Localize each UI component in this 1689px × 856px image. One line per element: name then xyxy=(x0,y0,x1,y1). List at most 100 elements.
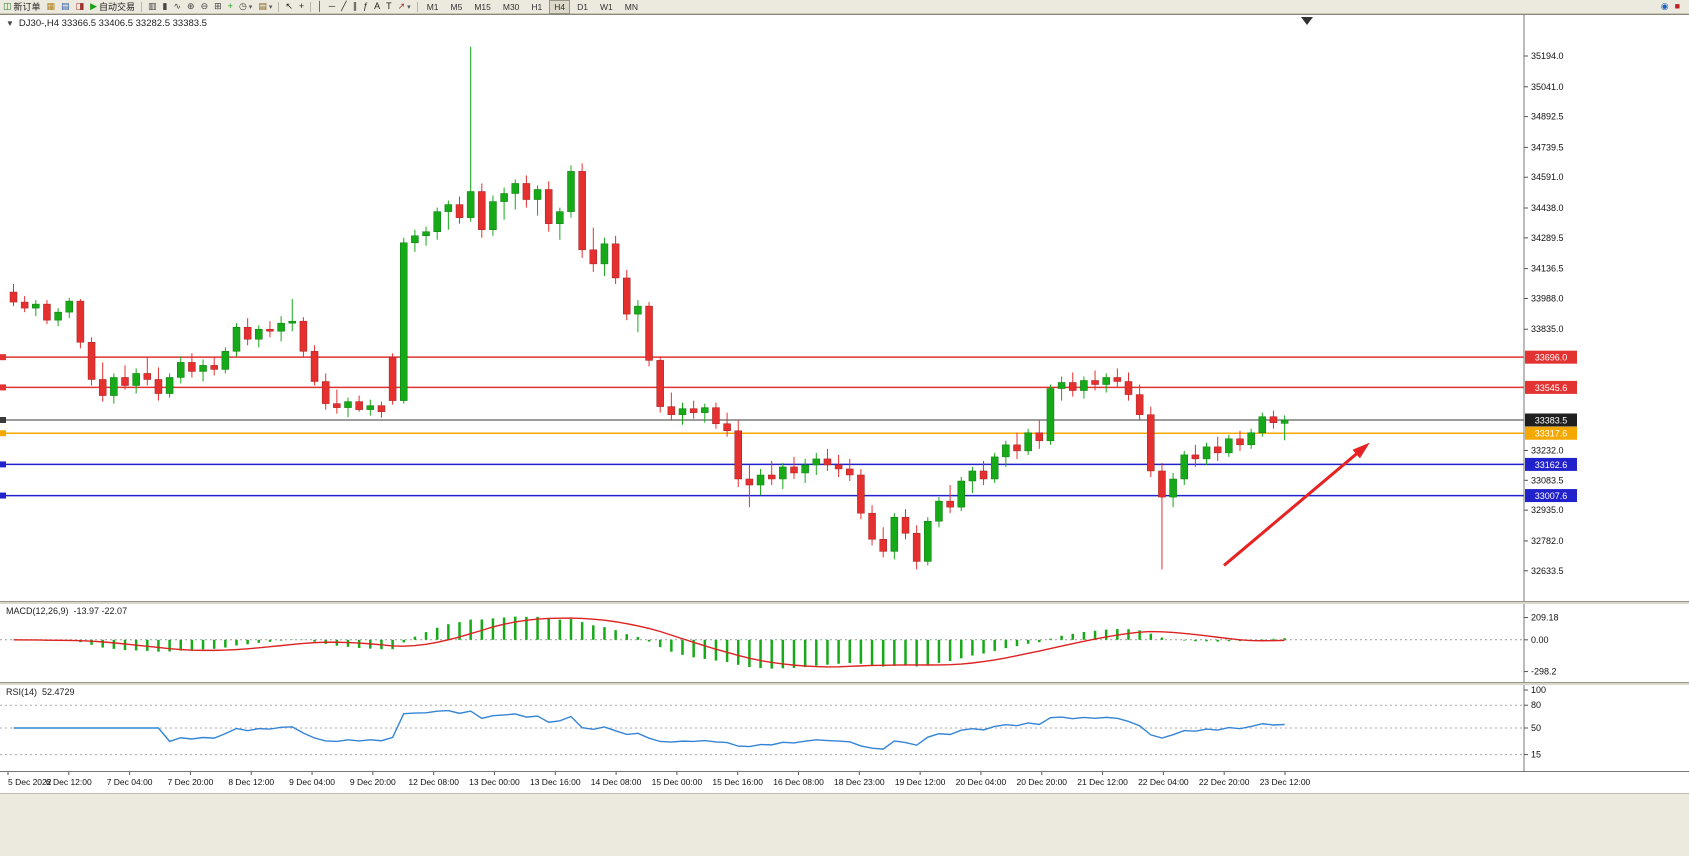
auto-trading-button-label: 自动交易 xyxy=(99,2,136,12)
toolbar-left-group: ◫ 新订单 ▦ ▤ ◨ ▶ 自动交易 ▥ ▮ ∿ ⊕ ⊖ ⊞ + ◷ ▾ ▤ ▾ ↖ + │ ─ ╱ ∥ ƒ A T ↗ ▾ xyxy=(0,0,421,14)
svg-text:13 Dec 00:00: 13 Dec 00:00 xyxy=(469,777,520,787)
svg-text:33162.6: 33162.6 xyxy=(1535,460,1568,470)
zoom-in-icon: ⊕ xyxy=(187,1,195,11)
timeframe-h1-button[interactable]: H1 xyxy=(531,1,543,12)
horizontal-line-icon: ─ xyxy=(328,1,336,11)
toolbar: ◫ 新订单 ▦ ▤ ◨ ▶ 自动交易 ▥ ▮ ∿ ⊕ ⊖ ⊞ + ◷ ▾ ▤ ▾ ↖ + │ ─ ╱ ∥ ƒ A T ↗ ▾ M1 M5 M… xyxy=(0,0,1689,14)
new-order-button[interactable]: ◫ 新订单 xyxy=(0,0,44,13)
svg-text:33007.6: 33007.6 xyxy=(1535,491,1568,501)
trendline-button[interactable]: ╱ xyxy=(338,0,349,13)
text-button[interactable]: A xyxy=(371,0,383,13)
crosshair-icon: + xyxy=(298,1,305,11)
rsi-name: RSI(14) xyxy=(6,687,38,697)
macd-indicator-label: MACD(12,26,9) -13.97 -22.07 xyxy=(6,606,127,616)
svg-text:-298.2: -298.2 xyxy=(1531,667,1557,677)
timeframe-d1-button[interactable]: D1 xyxy=(577,1,589,12)
timeframe-m1-button[interactable]: M1 xyxy=(426,1,439,12)
toolbar-separator xyxy=(310,1,312,12)
timeframe-h4-button[interactable]: H4 xyxy=(549,0,571,14)
svg-text:209.18: 209.18 xyxy=(1531,613,1559,623)
macd-values: -13.97 -22.07 xyxy=(73,606,128,616)
panel-splitter[interactable] xyxy=(0,682,1689,685)
profiles-icon: ▤ xyxy=(61,1,70,11)
svg-text:16 Dec 08:00: 16 Dec 08:00 xyxy=(773,777,824,787)
cursor-button[interactable]: ↖ xyxy=(282,0,296,13)
period-button[interactable]: ◷ ▾ xyxy=(236,0,255,13)
toolbar-separator xyxy=(416,1,418,12)
tile-windows-button[interactable]: ⊞ xyxy=(211,0,225,13)
macd-panel-canvas[interactable]: 209.18 0.00 -298.2 xyxy=(0,604,1689,682)
crosshair-button[interactable]: + xyxy=(296,0,307,13)
news-icon: ■ xyxy=(1674,1,1680,11)
svg-text:22 Dec 04:00: 22 Dec 04:00 xyxy=(1138,777,1189,787)
arrows-button[interactable]: ↗ ▾ xyxy=(395,0,414,13)
svg-text:20 Dec 20:00: 20 Dec 20:00 xyxy=(1016,777,1067,787)
panel-splitter[interactable] xyxy=(0,601,1689,604)
svg-text:20 Dec 04:00: 20 Dec 04:00 xyxy=(956,777,1007,787)
svg-text:33835.0: 33835.0 xyxy=(1531,324,1564,334)
new-chart-button[interactable]: ▦ xyxy=(44,0,59,13)
svg-text:33988.0: 33988.0 xyxy=(1531,293,1564,303)
profiles-button[interactable]: ▤ xyxy=(58,0,73,13)
arrow-tool-icon: ↗ xyxy=(397,1,406,11)
svg-text:80: 80 xyxy=(1531,700,1541,710)
timeframe-m15-button[interactable]: M15 xyxy=(474,1,491,12)
main-chart-canvas[interactable]: 35194.0 35041.0 34892.5 34739.5 34591.0 34438… xyxy=(0,15,1689,601)
line-chart-button[interactable]: ∿ xyxy=(170,0,184,13)
svg-text:14 Dec 08:00: 14 Dec 08:00 xyxy=(591,777,642,787)
zoom-in-button[interactable]: ⊕ xyxy=(184,0,198,13)
svg-text:33317.6: 33317.6 xyxy=(1535,429,1568,439)
window-bottom-area xyxy=(0,793,1689,856)
market-watch-button[interactable]: ◨ xyxy=(73,0,88,13)
svg-text:6 Dec 12:00: 6 Dec 12:00 xyxy=(46,777,92,787)
svg-text:34892.5: 34892.5 xyxy=(1531,112,1564,122)
vertical-line-button[interactable]: │ xyxy=(314,0,326,13)
chart-window[interactable]: 35194.0 35041.0 34892.5 34739.5 34591.0 34438… xyxy=(0,14,1689,856)
zoom-out-button[interactable]: ⊖ xyxy=(198,0,212,13)
svg-text:15: 15 xyxy=(1531,750,1541,760)
templates-button[interactable]: ▤ ▾ xyxy=(255,0,275,13)
chart-header: ▼ DJ30-,H4 33366.5 33406.5 33282.5 33383… xyxy=(6,18,207,29)
svg-text:32633.5: 32633.5 xyxy=(1531,566,1564,576)
svg-text:33545.6: 33545.6 xyxy=(1535,383,1568,393)
timeframe-m30-button[interactable]: M30 xyxy=(502,1,520,12)
svg-text:8 Dec 12:00: 8 Dec 12:00 xyxy=(228,777,274,787)
clock-icon: ◷ xyxy=(238,1,247,11)
svg-text:34438.0: 34438.0 xyxy=(1531,203,1564,213)
svg-text:35194.0: 35194.0 xyxy=(1531,51,1564,61)
timeframe-bar: M1 M5 M15 M30 H1 H4 D1 W1 MN xyxy=(421,0,644,14)
horizontal-line-button[interactable]: ─ xyxy=(326,0,338,13)
svg-text:100: 100 xyxy=(1531,685,1546,695)
auto-trading-button[interactable]: ▶ 自动交易 xyxy=(87,0,138,13)
rsi-panel-canvas[interactable]: 100 80 50 15 xyxy=(0,685,1689,771)
svg-text:21 Dec 12:00: 21 Dec 12:00 xyxy=(1077,777,1128,787)
fibonacci-icon: ƒ xyxy=(363,1,369,11)
dropdown-caret-icon: ▾ xyxy=(268,3,273,11)
cursor-icon: ↖ xyxy=(285,1,293,11)
svg-text:22 Dec 20:00: 22 Dec 20:00 xyxy=(1199,777,1250,787)
rsi-indicator-label: RSI(14) 52.4729 xyxy=(6,687,75,697)
timeframe-m5-button[interactable]: M5 xyxy=(450,1,463,12)
community-button[interactable]: ◉ xyxy=(1658,0,1672,13)
svg-text:33232.0: 33232.0 xyxy=(1531,445,1564,455)
label-button[interactable]: T xyxy=(383,0,395,13)
timeframe-mn-button[interactable]: MN xyxy=(624,1,639,12)
symbol-ohlc-text: DJ30-,H4 33366.5 33406.5 33282.5 33383.5 xyxy=(18,18,207,29)
news-button[interactable]: ■ xyxy=(1672,0,1683,13)
channel-button[interactable]: ∥ xyxy=(350,0,361,13)
one-click-trading-collapse-icon[interactable]: ▼ xyxy=(6,19,14,28)
svg-text:33083.5: 33083.5 xyxy=(1531,475,1564,485)
new-order-button-label: 新订单 xyxy=(13,2,41,12)
bar-chart-button[interactable]: ▥ xyxy=(145,0,160,13)
text-icon: A xyxy=(374,1,381,11)
svg-text:7 Dec 04:00: 7 Dec 04:00 xyxy=(107,777,153,787)
svg-text:15 Dec 00:00: 15 Dec 00:00 xyxy=(652,777,703,787)
svg-text:0.00: 0.00 xyxy=(1531,635,1549,645)
svg-text:15 Dec 16:00: 15 Dec 16:00 xyxy=(712,777,763,787)
add-indicator-button[interactable]: + xyxy=(225,0,236,13)
timeframe-w1-button[interactable]: W1 xyxy=(600,1,613,12)
candle-chart-button[interactable]: ▮ xyxy=(160,0,171,13)
fibonacci-button[interactable]: ƒ xyxy=(360,0,371,13)
new-order-icon: ◫ xyxy=(3,1,12,11)
